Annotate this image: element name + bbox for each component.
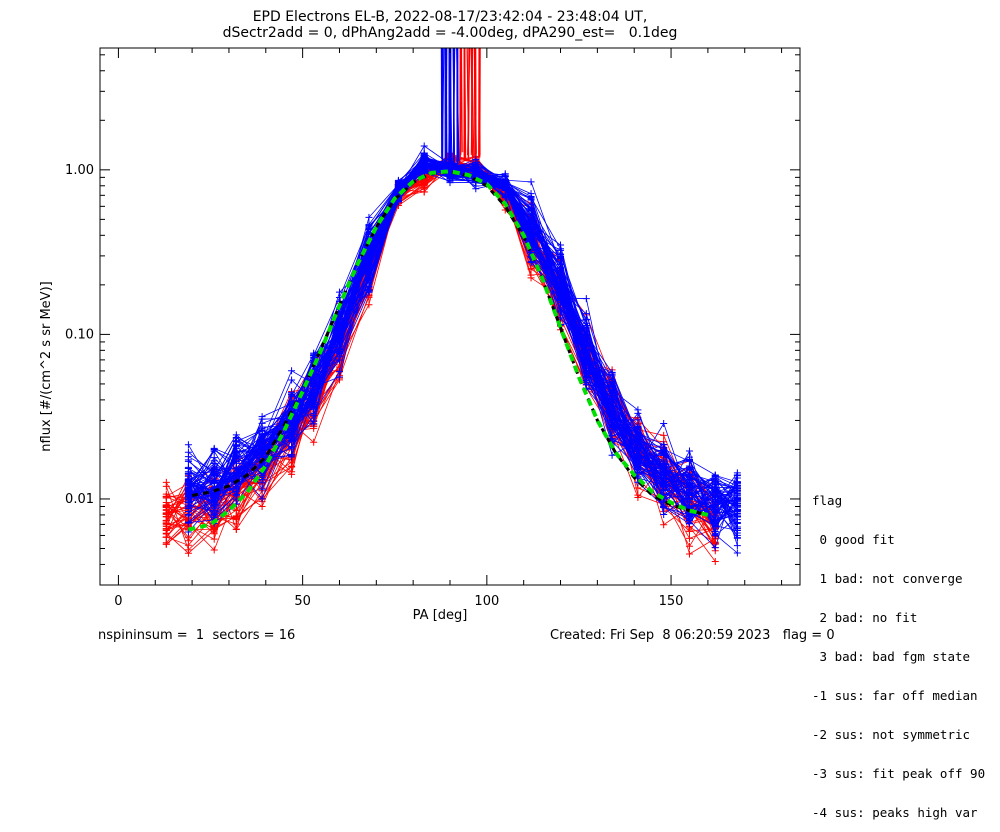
y-axis-label: nflux [#/(cm^2 s sr MeV)] (39, 281, 54, 451)
legend-line: -1 sus: far off median (812, 689, 985, 702)
legend-line: 1 bad: not converge (812, 572, 985, 585)
x-tick-label: 50 (294, 594, 311, 609)
blue-data-point (734, 542, 741, 549)
blue-data-point (288, 367, 295, 374)
blue-data-point (185, 441, 192, 448)
footer-right: Created: Fri Sep 8 06:20:59 2023 flag = … (550, 628, 835, 643)
legend-line: 3 bad: bad fgm state (812, 650, 985, 663)
y-tick-label: 1.00 (65, 163, 94, 178)
red-data-point (233, 526, 240, 533)
x-tick-label: 100 (474, 594, 499, 609)
red-data-point (686, 535, 693, 542)
blue-trace-line (188, 156, 737, 553)
red-data-point (712, 558, 719, 565)
red-data-point (686, 550, 693, 557)
chart-subtitle: dSectr2add = 0, dPhAng2add = -4.00deg, d… (0, 25, 900, 41)
legend-line: -3 sus: fit peak off 90 (812, 767, 985, 780)
red-data-point (259, 503, 266, 510)
blue-data-point (634, 406, 641, 413)
blue-data-point (421, 143, 428, 150)
legend-line: 2 bad: no fit (812, 611, 985, 624)
chart-title: EPD Electrons EL-B, 2022-08-17/23:42:04 … (0, 9, 900, 25)
legend-line: -2 sus: not symmetric (812, 728, 985, 741)
red-trace-line (166, 171, 715, 561)
legend-line: 0 good fit (812, 533, 985, 546)
y-tick-label: 0.01 (65, 492, 94, 507)
x-axis-label: PA [deg] (413, 608, 468, 623)
data-layer (163, 48, 741, 565)
red-data-point (660, 521, 667, 528)
flag-legend: flag 0 good fit 1 bad: not converge 2 ba… (812, 468, 985, 832)
blue-data-point (528, 178, 535, 185)
x-tick-label: 0 (114, 594, 122, 609)
blue-data-point (734, 524, 741, 531)
blue-data-point (583, 295, 590, 302)
red-data-point (660, 432, 667, 439)
legend-line: flag (812, 494, 985, 507)
y-tick-label: 0.10 (65, 327, 94, 342)
blue-data-point (660, 420, 667, 427)
x-tick-label: 150 (659, 594, 684, 609)
blue-data-point (686, 448, 693, 455)
red-spike-line (462, 48, 463, 152)
footer-left: nspininsum = 1 sectors = 16 (98, 628, 295, 643)
red-data-point (163, 479, 170, 486)
legend-line: -4 sus: peaks high var (812, 806, 985, 819)
